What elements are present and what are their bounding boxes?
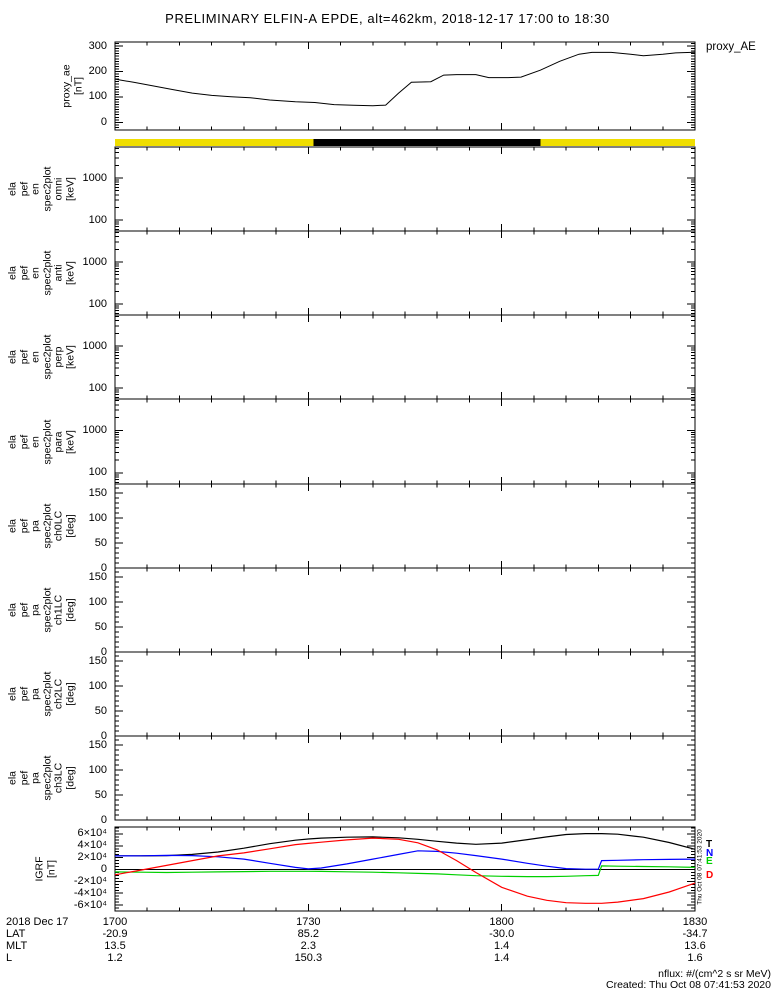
mlt-value-1730: 2.3 (300, 940, 316, 952)
y-axis-label-proxy_ae: proxy_ae [nT] (60, 64, 85, 108)
y-tick-label-ch1lc: 150 (88, 570, 107, 583)
y-axis-label-anti: ela pef en spec2plot anti [keV] (6, 250, 77, 296)
page-title: PRELIMINARY ELFIN-A EPDE, alt=462km, 201… (165, 11, 610, 26)
y-tick-label-igrf: -4×10⁴ (73, 886, 107, 899)
panel-frame-proxy_ae (114, 41, 696, 131)
l-value-1700: 1.2 (107, 952, 123, 964)
igrf-line-D (114, 837, 696, 904)
igrf-legend-D: D (706, 870, 714, 881)
y-tick-label-ch3lc: 100 (88, 763, 107, 776)
y-tick-label-ch0lc: 100 (88, 511, 107, 524)
panel-frame-igrf (114, 826, 696, 912)
y-tick-label-para: 1000 (82, 423, 107, 436)
footer-created-timestamp: Created: Thu Oct 08 07:41:53 2020 (605, 979, 771, 991)
mlt-value-1800: 1.4 (494, 940, 510, 952)
igrf-line-E (114, 865, 696, 878)
panel-frame-omni (114, 146, 696, 232)
igrf-legend-T: T (706, 839, 713, 850)
y-tick-label-ch1lc: 50 (94, 620, 107, 633)
side-timestamp-vertical: Thu Oct 08 07:41:53 2020 (696, 829, 704, 905)
y-tick-label-perp: 1000 (82, 339, 107, 352)
y-tick-label-ch0lc: 50 (94, 536, 107, 549)
lat-value-1800: -30.0 (489, 928, 515, 940)
l-value-1830: 1.6 (687, 952, 703, 964)
lat-value-1830: -34.7 (682, 928, 708, 940)
y-tick-label-ch0lc: 0 (100, 561, 107, 574)
daynight-day-segment (115, 139, 314, 146)
y-tick-label-proxy_ae: 0 (100, 115, 107, 128)
y-axis-label-ch2lc: ela pef pa spec2plot ch2LC [deg] (6, 671, 77, 717)
igrf-line-T (115, 832, 696, 857)
daynight-day-segment (540, 139, 695, 146)
y-tick-label-ch2lc: 50 (94, 704, 107, 717)
l-value-1800: 1.4 (494, 952, 510, 964)
x-tick-label-1800: 1800 (489, 916, 514, 928)
footer-nflux-units: nflux: #/(cm^2 s sr MeV) (658, 968, 771, 980)
y-tick-label-igrf: 2×10⁴ (77, 851, 107, 864)
y-tick-label-anti: 1000 (82, 255, 107, 268)
y-tick-label-omni: 100 (88, 213, 107, 226)
y-axis-label-ch0lc: ela pef pa spec2plot ch0LC [deg] (6, 503, 77, 549)
y-tick-label-ch3lc: 0 (100, 813, 107, 826)
daynight-night-segment (313, 139, 541, 146)
panel-frame-perp (114, 314, 696, 400)
lat-value-1730: 85.2 (297, 928, 320, 940)
y-tick-label-ch2lc: 100 (88, 679, 107, 692)
row-label-l: L (6, 952, 13, 964)
y-tick-label-ch3lc: 150 (88, 738, 107, 751)
mlt-value-1830: 13.6 (684, 940, 706, 952)
y-tick-label-ch3lc: 50 (94, 788, 107, 801)
y-tick-label-igrf: -2×10⁴ (73, 874, 107, 887)
y-axis-label-perp: ela pef en spec2plot perp [keV] (6, 334, 77, 380)
lat-value-1700: -20.9 (102, 928, 128, 940)
igrf-legend-E: E (706, 856, 713, 867)
row-label-mlt: MLT (6, 940, 28, 952)
igrf-legend-N: N (706, 848, 714, 859)
y-tick-label-omni: 1000 (82, 171, 107, 184)
y-tick-label-igrf: 4×10⁴ (77, 839, 107, 852)
y-axis-label-omni: ela pef en spec2plot omni [keV] (6, 166, 77, 212)
panel-frame-para (114, 398, 696, 485)
y-axis-label-para: ela pef en spec2plot para [keV] (6, 419, 77, 464)
y-axis-label-ch3lc: ela pef pa spec2plot ch3LC [deg] (6, 755, 77, 801)
panel-frame-ch1lc (114, 567, 696, 653)
y-tick-label-ch1lc: 100 (88, 595, 107, 608)
x-tick-label-1700: 1700 (102, 916, 128, 928)
y-tick-label-ch2lc: 150 (88, 654, 107, 667)
y-tick-label-igrf: -6×10⁴ (73, 898, 107, 911)
proxy-ae-right-label: proxy_AE (706, 41, 756, 53)
x-tick-label-1730: 1730 (296, 916, 321, 928)
y-tick-label-proxy_ae: 100 (88, 90, 107, 103)
y-tick-label-para: 100 (88, 466, 107, 479)
y-axis-label-igrf: IGRF [nT] (33, 856, 58, 882)
panel-frame-ch3lc (114, 735, 696, 821)
y-tick-label-ch2lc: 0 (100, 729, 107, 742)
x-tick-label-1830: 1830 (682, 916, 708, 928)
y-tick-label-ch0lc: 150 (88, 486, 107, 499)
y-tick-label-proxy_ae: 300 (88, 39, 107, 52)
y-tick-label-igrf: 6×10⁴ (77, 827, 107, 840)
l-value-1730: 150.3 (294, 952, 323, 964)
panel-frame-ch2lc (114, 651, 696, 737)
y-tick-label-igrf: 0 (100, 863, 107, 875)
mlt-value-1700: 13.5 (104, 940, 126, 952)
row-label-lat: LAT (6, 928, 26, 940)
y-tick-label-anti: 100 (88, 297, 107, 310)
proxy-ae-line (114, 51, 696, 107)
y-tick-label-perp: 100 (88, 381, 107, 394)
panel-frame-ch0lc (114, 483, 696, 569)
y-axis-label-ch1lc: ela pef pa spec2plot ch1LC [deg] (6, 587, 77, 633)
igrf-line-N (114, 850, 696, 870)
y-tick-label-proxy_ae: 200 (88, 65, 107, 77)
date-label: 2018 Dec 17 (6, 916, 69, 928)
panel-frame-anti (114, 230, 696, 316)
y-tick-label-ch1lc: 0 (100, 645, 107, 658)
